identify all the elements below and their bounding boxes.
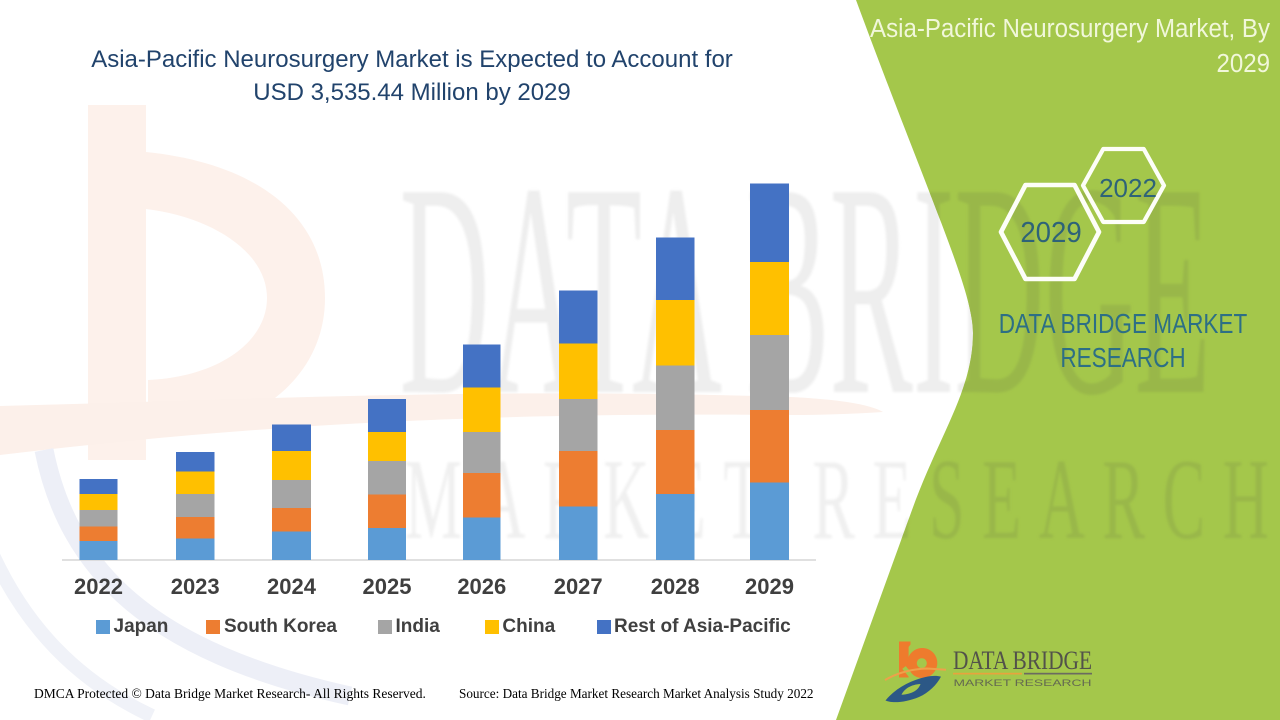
- svg-text:DATA BRIDGE: DATA BRIDGE: [953, 646, 1092, 675]
- svg-text:MARKET RESEARCH: MARKET RESEARCH: [954, 678, 1092, 688]
